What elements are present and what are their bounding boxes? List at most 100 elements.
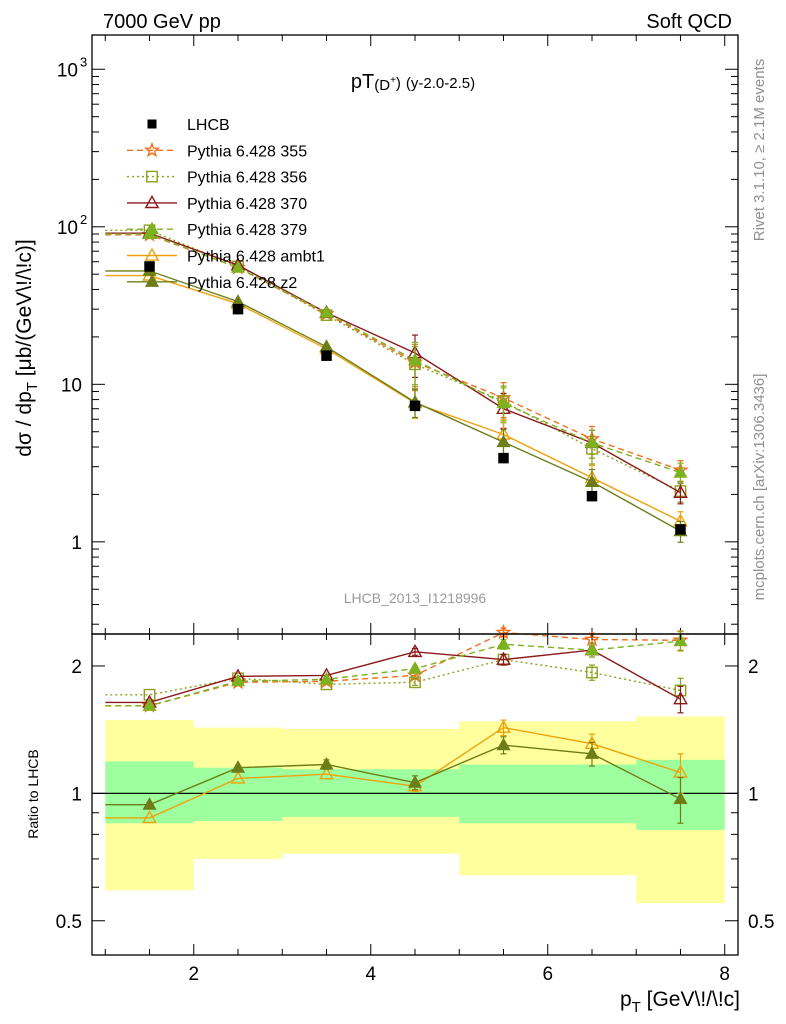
- legend-marker-5: [144, 247, 160, 261]
- ratio-point-2-3: [407, 643, 423, 658]
- ratio-point-2-4: [496, 651, 511, 665]
- legend-label-0: LHCB: [187, 117, 230, 134]
- main-y-axis-label: dσ / dpT [μb/(GeV\!/\!c)]: [13, 239, 41, 456]
- legend: LHCB Pythia 6.428 355 Pythia 6.428 356 Pyth…: [127, 117, 325, 292]
- ratio-y-axis-label: Ratio to LHCB: [25, 749, 41, 838]
- series-2: [105, 225, 688, 505]
- data-point-4: [498, 452, 509, 464]
- ratio-y-tick-label-right-2: 2: [748, 657, 759, 678]
- series-4: [105, 267, 688, 534]
- ratio-point-5-5: [584, 746, 600, 759]
- legend-entry-3: Pythia 6.428 370: [127, 194, 307, 213]
- series-line-4: [105, 274, 681, 522]
- main-y-tick-label-0: 1: [71, 533, 82, 554]
- legend-entry-6: Pythia 6.428 z2: [127, 274, 297, 292]
- series-line-5: [105, 270, 681, 532]
- ratio-point-3-2: [319, 671, 334, 685]
- legend-entry-2: Pythia 6.428 356: [127, 170, 307, 187]
- series-point-3-1: [230, 260, 246, 273]
- ratio-point-1-5: [586, 666, 598, 679]
- series-line-2: [105, 232, 681, 494]
- ratio-y-tick-label-left-2: 2: [71, 657, 82, 678]
- ratio-y-tick-label-left-1: 1: [71, 784, 82, 805]
- ratio-line-0: [105, 631, 681, 707]
- main-y-tick-label-1: 10: [61, 375, 82, 396]
- ratio-point-5-0: [142, 797, 157, 810]
- legend-marker-4: [144, 221, 160, 235]
- x-tick-label-1: 4: [365, 964, 376, 985]
- legend-label-4: Pythia 6.428 379: [187, 222, 307, 239]
- plot-title: pT(D+) (y-2.0-2.5): [351, 71, 475, 94]
- ratio-point-3-3: [407, 661, 423, 674]
- ratio-point-2-6: [673, 691, 688, 705]
- x-tick-label-0: 2: [188, 964, 199, 985]
- legend-marker-3: [144, 194, 160, 209]
- ratio-line-4: [105, 726, 681, 819]
- ratio-point-5-1: [230, 760, 246, 773]
- series-point-2-6: [673, 484, 688, 498]
- ratio-y-tick-label-left-0: 0.5: [56, 912, 82, 933]
- main-y-tick-label-2: 10: [57, 218, 78, 239]
- ratio-series-3: [105, 631, 688, 711]
- series-3: [105, 226, 688, 485]
- series-point-5-5: [584, 474, 600, 487]
- ratio-y-tick-label-right-0: 0.5: [748, 912, 774, 933]
- legend-entry-4: Pythia 6.428 379: [127, 221, 307, 239]
- series-point-3-4: [496, 395, 511, 409]
- main-y-tick-exponent-2: 2: [80, 212, 87, 227]
- data-series: [144, 261, 686, 535]
- data-point-2: [321, 350, 332, 361]
- ratio-point-1-3: [409, 676, 421, 689]
- legend-marker-6: [144, 274, 160, 287]
- ratio-point-5-4: [496, 737, 511, 751]
- legend-label-6: Pythia 6.428 z2: [187, 275, 297, 292]
- header-energy-label: 7000 GeV pp: [103, 11, 221, 33]
- main-y-tick-label-3: 10: [57, 60, 78, 81]
- ratio-line-2: [105, 649, 681, 704]
- ratio-series-2: [105, 642, 688, 714]
- ratio-point-5-2: [319, 756, 334, 770]
- ratio-line-5: [105, 744, 681, 806]
- ratio-series-0: [105, 623, 689, 713]
- legend-marker-0: [147, 119, 157, 129]
- ratio-point-5-6: [673, 791, 688, 804]
- x-axis-label: pT [GeV\!/\!c]: [620, 988, 740, 1016]
- ratio-series-5: [105, 736, 688, 824]
- legend-entry-1: Pythia 6.428 355: [127, 141, 307, 160]
- data-point-1: [232, 303, 244, 315]
- series-point-3-5: [584, 435, 600, 448]
- legend-label-3: Pythia 6.428 370: [187, 196, 307, 213]
- series-point-3-6: [673, 465, 688, 478]
- x-tick-label-2: 6: [542, 964, 553, 985]
- series-line-0: [105, 234, 681, 471]
- ratio-series-1: [105, 653, 687, 705]
- ratio-point-3-6: [673, 633, 688, 647]
- legend-label-1: Pythia 6.428 355: [187, 143, 307, 160]
- ratio-point-5-3: [407, 775, 423, 788]
- legend-marker-2: [146, 170, 158, 183]
- stat-band-1: [193, 767, 283, 822]
- series-point-5-4: [496, 434, 511, 448]
- x-tick-label-3: 8: [719, 964, 730, 985]
- series-0: [105, 226, 689, 482]
- legend-entry-5: Pythia 6.428 ambt1: [127, 247, 325, 266]
- ratio-point-3-1: [230, 673, 246, 687]
- ratio-panel: 2 4 6 8 0.5 0.5 1 1 2 2: [56, 623, 774, 985]
- ratio-point-4-1: [230, 770, 246, 784]
- series-point-3-3: [407, 352, 423, 366]
- ratio-point-4-4: [496, 719, 511, 733]
- ratio-point-3-0: [142, 698, 157, 711]
- rivet-version-label: Rivet 3.1.10, ≥ 2.1M events: [751, 59, 768, 242]
- series-1: [105, 224, 687, 503]
- main-y-tick-exponent-3: 3: [80, 54, 87, 69]
- main-panel: pT(D+) (y-2.0-2.5) LHCB_2013_I1218996 LHC…: [57, 34, 739, 635]
- analysis-watermark: LHCB_2013_I1218996: [344, 590, 487, 606]
- ratio-point-3-4: [496, 636, 511, 650]
- series-point-3-2: [319, 305, 334, 318]
- ratio-y-tick-label-right-1: 1: [748, 784, 759, 805]
- ratio-point-4-2: [319, 766, 334, 780]
- data-point-0: [144, 261, 155, 272]
- header-category-label: Soft QCD: [646, 11, 732, 33]
- data-point-3: [409, 400, 421, 412]
